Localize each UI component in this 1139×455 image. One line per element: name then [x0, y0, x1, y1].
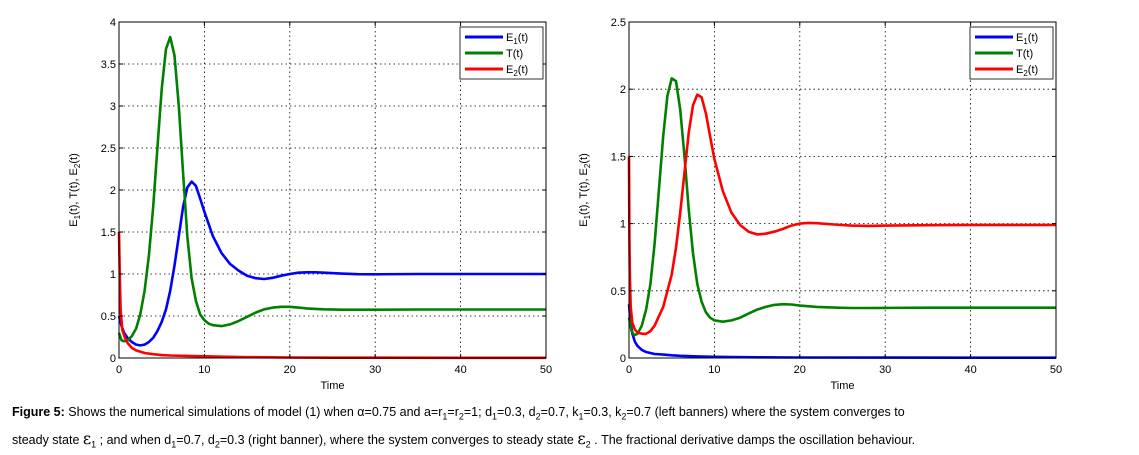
y-tick-label: 4: [110, 17, 116, 29]
legend: E1(t) T(t) E2(t): [970, 27, 1053, 79]
caption-line-1: Figure 5: Shows the numerical simulation…: [12, 401, 1130, 428]
y-tick-label: 0: [110, 353, 116, 365]
y-tick-label: 1: [620, 219, 626, 231]
caption-text: Shows the numerical simulations of model…: [65, 405, 443, 419]
y-tick-label: 2: [620, 84, 626, 96]
caption-text: =1; d: [464, 405, 492, 419]
x-tick-label: 30: [369, 364, 381, 376]
y-tick-label: 2: [110, 185, 116, 197]
right-chart: 0 10 20 30 40 50 0 0.5 1 1.5 2 2.5 Time E1(t), T(t), …: [578, 17, 1062, 392]
caption-text-1: Shows the numerical simulations of model…: [65, 405, 905, 419]
y-tick-label: 1.5: [101, 227, 116, 239]
caption-text: . The fractional derivative damps the os…: [591, 433, 915, 447]
x-tick-label: 10: [708, 364, 720, 376]
x-tick-label: 20: [284, 364, 296, 376]
legend-label: T(t): [506, 48, 523, 60]
series-line-2: [119, 232, 546, 358]
y-tick-label: 1.5: [611, 151, 626, 163]
caption-text: =0.3, d: [497, 405, 536, 419]
caption-text: =0.3 (right banner), where the system co…: [220, 433, 577, 447]
legend-label: E2(t): [506, 64, 528, 78]
x-tick-label: 10: [198, 364, 210, 376]
x-tick-label: 50: [540, 364, 552, 376]
legend-label: E1(t): [1016, 32, 1038, 46]
legend-label: E2(t): [1016, 64, 1038, 78]
x-tick-label: 0: [626, 364, 632, 376]
caption-text: ; and when d: [96, 433, 171, 447]
x-axis-label: Time: [830, 380, 854, 392]
series-line-0: [629, 304, 1056, 358]
caption-line-2: steady state ε1 ; and when d1=0.7, d2=0.…: [12, 428, 1130, 455]
caption-text: steady state: [12, 433, 83, 447]
x-tick-label: 40: [454, 364, 466, 376]
x-axis-label: Time: [320, 380, 344, 392]
series-line-1: [629, 78, 1056, 335]
y-tick-label: 0.5: [611, 286, 626, 298]
caption-text: =0.7, d: [176, 433, 215, 447]
series-line-1: [119, 37, 546, 341]
y-tick-label: 2.5: [101, 143, 116, 155]
legend-label: E1(t): [506, 32, 528, 46]
y-axis-label: E1(t), T(t), E2(t): [68, 153, 82, 227]
y-axis-label: E1(t), T(t), E2(t): [578, 153, 592, 227]
caption-text: =r: [447, 405, 458, 419]
x-tick-label: 20: [794, 364, 806, 376]
caption-text: =0.7, k: [541, 405, 579, 419]
steady-state-symbol: ε: [83, 429, 91, 448]
x-tick-label: 50: [1050, 364, 1062, 376]
caption-text: =0.3, k: [584, 405, 622, 419]
left-chart: 0 10 20 30 40 50 0 0.5 1 1.5 2 2.5 3 3.5 4 Time E1(t), T…: [68, 17, 552, 392]
series-line-2: [629, 95, 1056, 334]
y-tick-label: 0: [620, 353, 626, 365]
x-tick-label: 0: [116, 364, 122, 376]
steady-state-symbol: ε: [577, 429, 585, 448]
y-tick-label: 3: [110, 101, 116, 113]
caption-label: Figure 5:: [12, 405, 65, 419]
y-tick-label: 0.5: [101, 311, 116, 323]
legend-label: T(t): [1016, 48, 1033, 60]
y-tick-label: 1: [110, 269, 116, 281]
figure-caption: Figure 5: Shows the numerical simulation…: [12, 401, 1130, 455]
y-tick-label: 2.5: [611, 17, 626, 29]
caption-text: =0.7 (left banners) where the system con…: [626, 405, 904, 419]
y-tick-label: 3.5: [101, 59, 116, 71]
series-line-0: [119, 182, 546, 346]
legend: E1(t) T(t) E2(t): [460, 27, 543, 79]
x-tick-label: 30: [879, 364, 891, 376]
x-tick-label: 40: [964, 364, 976, 376]
